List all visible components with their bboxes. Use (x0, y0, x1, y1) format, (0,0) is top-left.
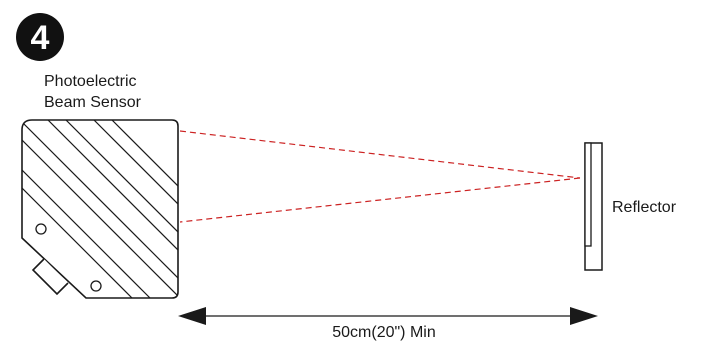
sensor-mount-hole-lower (90, 280, 102, 292)
reflector (584, 142, 603, 271)
sensor-connector (31, 258, 69, 296)
sensor-mount-hole-upper (35, 223, 47, 235)
distance-arrowhead-left (178, 307, 206, 325)
sensor-label-line2: Beam Sensor (44, 94, 142, 111)
beam-emitted (179, 130, 581, 179)
sensor-hatching (22, 120, 178, 298)
step-badge: 4 (16, 13, 64, 61)
photoelectric-sensor (21, 119, 179, 299)
distance-arrowhead-right (570, 307, 598, 325)
sensor-label-line1: Photoelectric (44, 73, 137, 90)
beam-reflected (179, 177, 581, 223)
distance-label: 50cm(20") Min (332, 324, 435, 341)
reflector-face (584, 142, 592, 247)
light-beam (179, 130, 581, 223)
reflector-label: Reflector (612, 199, 677, 216)
step-number: 4 (31, 19, 50, 57)
step-badge-circle (16, 13, 64, 61)
distance-arrow (178, 307, 598, 325)
